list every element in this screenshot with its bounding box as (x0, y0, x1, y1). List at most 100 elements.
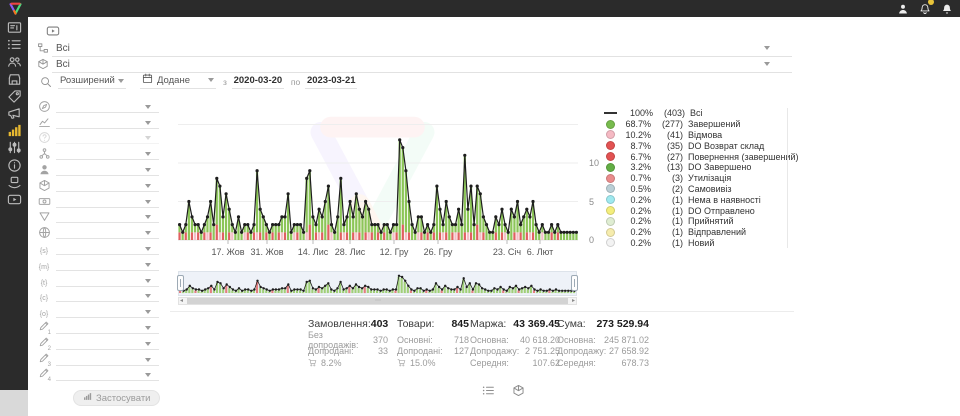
stat-subvalue: 107.62 (532, 357, 560, 368)
legend-item[interactable]: 3.2% (13) DO Завершено (604, 162, 799, 173)
filter-row-source (37, 97, 159, 113)
token-m-select[interactable] (56, 258, 159, 271)
status-group-select[interactable] (56, 116, 159, 129)
date-from-label: з (223, 77, 227, 87)
date-to-label: по (290, 77, 301, 87)
legend-item[interactable]: 0.2% (1) Відправлений (604, 227, 799, 238)
stat-title: Товари: (397, 318, 435, 330)
stat-subrow: Основні: 718 (397, 334, 469, 346)
rail-clients-icon[interactable] (6, 54, 22, 69)
help-select[interactable] (56, 131, 159, 145)
user-icon[interactable] (897, 2, 909, 14)
legend-label: Нема в наявності (688, 194, 761, 205)
token-t-select[interactable] (56, 274, 159, 287)
legend-item[interactable]: 0.2% (1) Новий (604, 238, 799, 249)
search-icon[interactable] (40, 76, 52, 91)
rail-orders-list-icon[interactable] (6, 37, 22, 52)
legend-label: Самовивіз (688, 183, 732, 194)
rail-settings-icon[interactable] (6, 140, 22, 155)
region-select[interactable] (56, 226, 159, 240)
custom-field-3-select[interactable] (56, 353, 159, 366)
bar-chart-icon (83, 392, 92, 404)
stat-subrow: Допродажу: 27 658.92 (557, 346, 649, 358)
stat-sublabel: Середня: (470, 357, 509, 368)
legend-item[interactable]: 0.2% (1) DO Отправлено (604, 205, 799, 216)
legend-swatch (606, 238, 615, 248)
filter-row-token-s: {s} (37, 239, 159, 255)
token-c-select[interactable] (56, 289, 159, 303)
hierarchy-icon (37, 147, 51, 160)
stat-subvalue: 2 751.25 (524, 346, 560, 357)
brand-logo-icon[interactable] (8, 1, 23, 21)
chevron-down-icon (145, 278, 151, 283)
payment-select[interactable] (56, 195, 159, 208)
chart-navigator[interactable] (177, 271, 578, 296)
rail-dashboard-icon[interactable] (6, 20, 22, 35)
chevron-down-icon (145, 120, 151, 125)
rail-products-icon[interactable] (6, 89, 22, 104)
alerts-icon[interactable] (941, 2, 953, 14)
custom-field-4-select[interactable] (56, 368, 159, 382)
custom-field-1-select[interactable] (56, 321, 159, 334)
scroll-left-icon[interactable]: ◂ (180, 298, 184, 304)
token-o-select[interactable] (56, 305, 159, 319)
token-s-select[interactable] (56, 242, 159, 255)
rail-support-icon[interactable] (6, 175, 22, 190)
product-select[interactable] (56, 179, 159, 192)
rail-analytics-icon[interactable] (6, 123, 22, 138)
navigator-right-handle[interactable] (571, 275, 578, 291)
legend-swatch (606, 184, 615, 194)
sidebar-rail (0, 17, 28, 416)
date-from-input[interactable]: 2020-03-20 (231, 75, 284, 89)
status-filter-select[interactable]: Всі (38, 41, 792, 57)
sidebar-footer[interactable] (0, 390, 28, 416)
legend-item[interactable]: 0.7% (3) Утилізація (604, 173, 799, 184)
legend-item[interactable]: 8.7% (35) DO Возврат склад (604, 140, 799, 151)
legend-item[interactable]: 0.2% (1) Прийнятий (604, 216, 799, 227)
legend-swatch (606, 141, 615, 151)
custom-field-2-select[interactable] (56, 337, 159, 350)
stat-sublabel: Основна: (470, 334, 509, 345)
legend-item[interactable]: 6.7% (27) Повернення (завершений) (604, 151, 799, 162)
product-filter-select[interactable]: Всі (38, 57, 792, 73)
apply-button[interactable]: Застосувати (73, 390, 161, 407)
scrollbar-thumb[interactable] (187, 298, 568, 304)
legend-item[interactable]: 0.5% (2) Самовивіз (604, 184, 799, 195)
date-to-input[interactable]: 2023-03-21 (305, 75, 358, 89)
legend-item[interactable]: 10.2% (41) Відмова (604, 130, 799, 141)
legend-item[interactable]: 100% (403) Всі (604, 108, 799, 119)
rail-tutorials-icon[interactable] (6, 192, 22, 207)
chart-scrollbar[interactable]: ◂ ⋯ ▸ (178, 297, 577, 305)
notifications-icon[interactable] (919, 0, 934, 15)
rail-info-icon[interactable] (6, 158, 22, 173)
source-select[interactable] (56, 100, 159, 113)
legend-percent: 0.7% (630, 173, 651, 184)
structure-select[interactable] (56, 147, 159, 161)
scroll-right-icon[interactable]: ▸ (571, 298, 575, 304)
funnel-select[interactable] (56, 210, 159, 224)
legend-count: (27) (666, 151, 683, 162)
navigator-left-handle[interactable] (177, 275, 184, 291)
legend-percent: 0.2% (630, 194, 651, 205)
stat-title: Замовлення: (308, 318, 371, 330)
legend-swatch (606, 227, 615, 237)
legend-label: Відмова (688, 129, 723, 140)
product-view-icon[interactable] (512, 384, 525, 397)
globe-icon (37, 226, 51, 239)
token-m-icon: {m} (38, 263, 50, 271)
legend-percent: 100% (629, 108, 653, 119)
rail-marketing-icon[interactable] (6, 106, 22, 121)
legend-item[interactable]: 68.7% (277) Завершений (604, 119, 799, 130)
search-mode-select[interactable]: Розширений (58, 75, 126, 89)
chart-legend: 100% (403) Всі 68.7% (277) Завершений 10.2% (41… (604, 108, 799, 248)
legend-scrollbar[interactable] (787, 108, 788, 248)
video-tutorial-icon[interactable] (43, 24, 63, 38)
chartline-icon (37, 116, 51, 129)
date-field-select[interactable]: Додане (140, 73, 216, 89)
legend-swatch (606, 206, 615, 216)
legend-item[interactable]: 0.2% (1) Нема в наявності (604, 194, 799, 205)
list-view-icon[interactable] (482, 384, 495, 397)
stat-subrow: Допродажу: 2 751.25 (470, 346, 560, 358)
manager-select[interactable] (56, 163, 159, 176)
rail-store-icon[interactable] (6, 72, 22, 87)
